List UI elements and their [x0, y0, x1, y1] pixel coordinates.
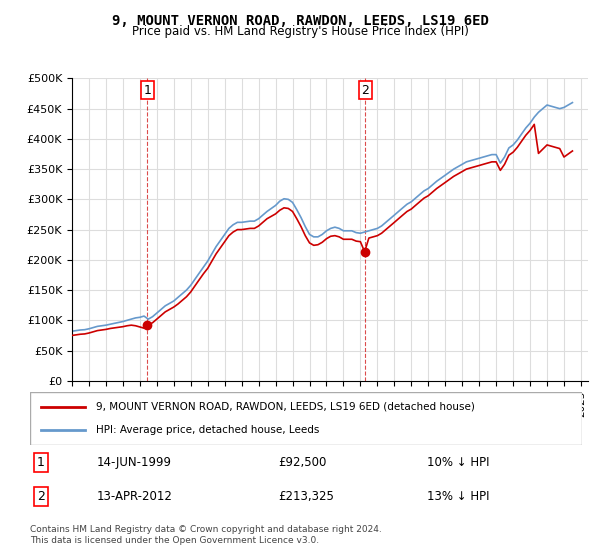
Text: 2: 2	[361, 84, 369, 97]
Text: 9, MOUNT VERNON ROAD, RAWDON, LEEDS, LS19 6ED: 9, MOUNT VERNON ROAD, RAWDON, LEEDS, LS1…	[112, 14, 488, 28]
Text: 9, MOUNT VERNON ROAD, RAWDON, LEEDS, LS19 6ED (detached house): 9, MOUNT VERNON ROAD, RAWDON, LEEDS, LS1…	[96, 402, 475, 412]
Text: 13% ↓ HPI: 13% ↓ HPI	[427, 490, 490, 503]
Text: 14-JUN-1999: 14-JUN-1999	[96, 456, 171, 469]
Text: 10% ↓ HPI: 10% ↓ HPI	[427, 456, 490, 469]
Text: Price paid vs. HM Land Registry's House Price Index (HPI): Price paid vs. HM Land Registry's House …	[131, 25, 469, 38]
Text: Contains HM Land Registry data © Crown copyright and database right 2024.
This d: Contains HM Land Registry data © Crown c…	[30, 525, 382, 545]
Text: £92,500: £92,500	[278, 456, 327, 469]
Text: HPI: Average price, detached house, Leeds: HPI: Average price, detached house, Leed…	[96, 425, 320, 435]
Text: 2: 2	[37, 490, 45, 503]
Text: 1: 1	[37, 456, 45, 469]
Text: £213,325: £213,325	[278, 490, 334, 503]
FancyBboxPatch shape	[30, 392, 582, 445]
Text: 13-APR-2012: 13-APR-2012	[96, 490, 172, 503]
Text: 1: 1	[143, 84, 151, 97]
